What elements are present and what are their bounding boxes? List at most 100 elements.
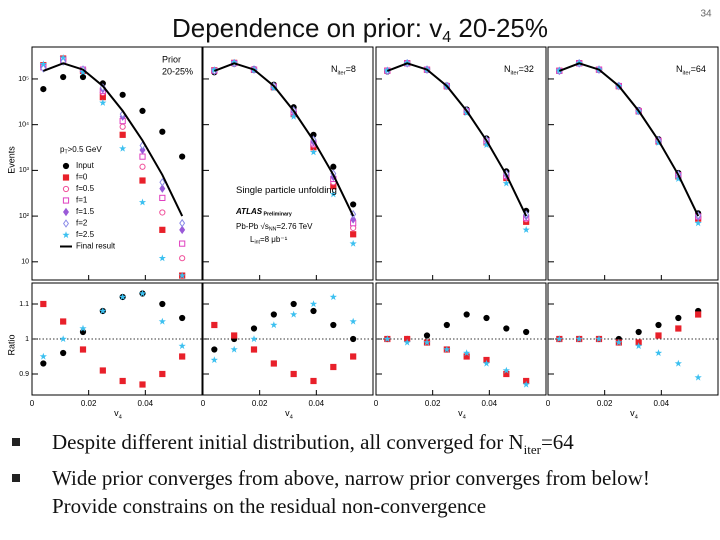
ratio-point [159,300,166,308]
panel-label: Niter=8 [331,64,356,76]
data-point [139,163,146,170]
ratio-point [350,353,357,360]
annotation: ATLAS Preliminary [235,207,292,218]
legend-label: f=1 [76,196,88,205]
text-part: N [676,64,683,74]
ratio-point [270,360,277,367]
x-tick-label: 0.04 [654,399,670,408]
panel-label: 20-25% [162,66,193,76]
ratio-point [403,338,411,346]
x-tick-label: 0.04 [138,399,154,408]
annotation: Single particle unfolding [236,185,337,196]
ratio-point [675,314,682,322]
ratio-point [158,317,166,325]
data-point [179,218,186,228]
ratio-point [349,317,357,325]
legend-label: f=1.5 [76,207,95,216]
text-part: Single particle unfolding [236,185,337,196]
ratio-point [615,338,623,346]
ratio-point [502,366,510,374]
ratio-point [119,293,127,301]
y-tick-label: 1 [25,336,29,343]
data-point [482,141,491,149]
data-point [270,84,278,92]
ratio-point [635,328,642,336]
legend-label: f=2.5 [76,230,95,239]
ratio-point [290,300,297,308]
y-tick-label: 10⁴ [18,122,29,129]
ratio-point [483,314,490,322]
legend-label: f=2 [76,219,88,228]
x-axis-label: v4 [630,408,639,420]
ratio-point [230,345,238,353]
text-part: =32 [519,64,534,74]
data-point [159,128,166,135]
text-part: ATLAS [235,207,263,216]
data-point [39,60,47,68]
annotation: Lint=8 μb⁻¹ [250,235,288,246]
ratio-point [635,342,643,350]
data-point [179,225,186,235]
ratio-point [463,353,470,360]
x-tick-label: 0.02 [252,399,268,408]
data-point [139,177,146,184]
y-axis-label: Ratio [6,334,16,355]
text-part: =64 [691,64,706,74]
text-part: v [458,408,463,418]
data-point [350,215,357,224]
ratio-point [270,311,277,318]
data-point [349,239,357,247]
ratio-point [138,289,147,297]
data-point [674,175,682,183]
text-part: >0.5 GeV [68,145,103,154]
data-point [159,209,166,216]
y-tick-label: 10 [21,259,29,266]
ratio-point [443,345,451,353]
data-point [159,226,166,233]
ratio-point [310,377,317,385]
slide-title: Dependence on prior: v4 20-25% [172,13,548,46]
subscript: 4 [290,414,294,420]
ratio-point [330,321,337,329]
annotation: pT>0.5 GeV [60,145,102,156]
data-point [694,219,702,227]
ratio-point [290,310,298,318]
text-part: =8 μb⁻¹ [260,235,288,244]
data-point [179,240,186,247]
page-number: 34 [700,9,712,20]
x-tick-label: 0 [201,399,206,408]
ratio-point [99,367,106,374]
ratio-point [210,356,218,364]
ratio-point [60,349,67,357]
ratio-point [522,380,530,388]
ratio-point [79,346,87,353]
subscript: NN [269,227,277,233]
data-point [79,73,87,81]
data-point [522,226,530,233]
panel-frame [202,46,374,281]
x-axis-label: v4 [285,408,294,420]
bullet: Wide prior converges from above, narrow … [12,464,682,520]
ratio-point [329,293,337,301]
data-point [138,198,147,206]
ratio-point [179,353,186,360]
legend-label: f=0.5 [76,184,95,193]
ratio-point [503,370,510,378]
data-point [60,73,67,81]
ratio-point [270,321,278,329]
y-tick-label: 10³ [19,167,30,174]
bullet-subscript: iter [523,442,541,458]
panel-frame [31,46,203,281]
text-part: v [630,408,635,418]
ratio-point [383,335,391,343]
ratio-point [463,311,470,318]
ratio-point [60,318,67,325]
ratio-point [350,335,357,343]
data-point [210,66,218,73]
data-point [309,148,318,156]
ratio-point [178,342,186,350]
ratio-point [655,321,662,329]
y-tick-label: 10² [19,213,30,220]
ratio-point [330,363,337,371]
